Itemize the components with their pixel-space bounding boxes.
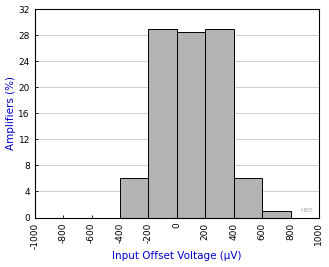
Bar — [120, 178, 148, 218]
Bar — [177, 32, 205, 218]
Bar — [148, 29, 177, 218]
Bar — [262, 211, 291, 218]
Bar — [205, 29, 234, 218]
Text: HB5: HB5 — [300, 208, 313, 213]
X-axis label: Input Offset Voltage (μV): Input Offset Voltage (μV) — [112, 252, 241, 261]
Y-axis label: Amplifiers (%): Amplifiers (%) — [6, 76, 15, 150]
Bar — [234, 178, 262, 218]
